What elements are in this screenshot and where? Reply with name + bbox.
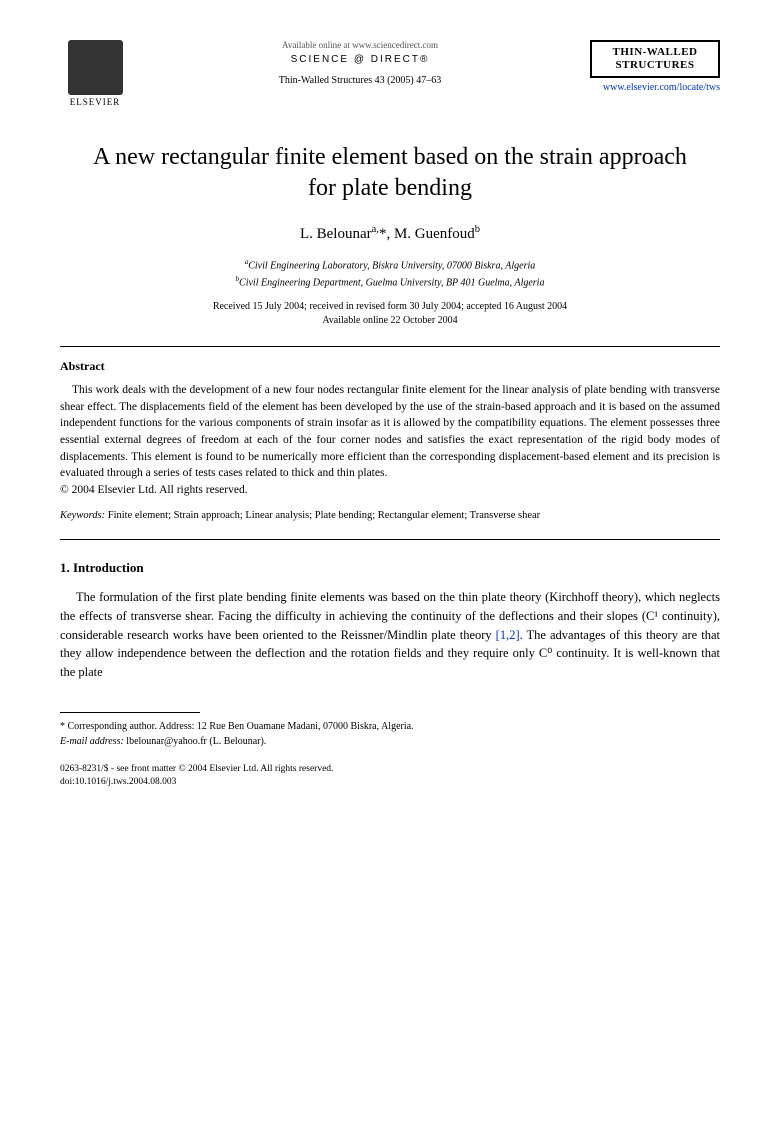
footer-info: 0263-8231/$ - see front matter © 2004 El… [60,763,720,790]
journal-box-container: THIN-WALLED STRUCTURES www.elsevier.com/… [590,40,720,93]
corr-line1: * Corresponding author. Address: 12 Rue … [60,719,720,734]
keywords-line: Keywords: Finite element; Strain approac… [60,510,720,521]
journal-title: THIN-WALLED STRUCTURES [594,46,716,72]
journal-reference: Thin-Walled Structures 43 (2005) 47–63 [150,75,570,86]
article-dates: Received 15 July 2004; received in revis… [60,300,720,328]
journal-url[interactable]: www.elsevier.com/locate/tws [590,82,720,93]
corr-email: lbelounar@yahoo.fr (L. Belounar). [124,736,267,747]
aff-a-text: Civil Engineering Laboratory, Biskra Uni… [248,261,535,272]
doi-line: doi:10.1016/j.tws.2004.08.003 [60,776,720,789]
corr-address: Corresponding author. Address: 12 Rue Be… [68,721,414,732]
footnote-divider [60,712,200,713]
abstract-copyright: © 2004 Elsevier Ltd. All rights reserved… [60,484,720,496]
author-1-sup: a, [372,224,379,235]
author-1: L. Belounar [300,226,372,242]
publisher-logo: ELSEVIER [60,40,130,107]
authors-line: L. Belounara,*, M. Guenfoudb [60,224,720,243]
center-header: Available online at www.sciencedirect.co… [130,40,590,86]
affiliations: aCivil Engineering Laboratory, Biskra Un… [60,257,720,290]
available-online-text: Available online at www.sciencedirect.co… [150,40,570,50]
affiliation-b: bCivil Engineering Department, Guelma Un… [60,274,720,290]
author-2-sup: b [475,224,480,235]
journal-title-box: THIN-WALLED STRUCTURES [590,40,720,78]
email-label: E-mail address: [60,736,124,747]
keywords-text: Finite element; Strain approach; Linear … [105,510,540,521]
dates-line2: Available online 22 October 2004 [60,314,720,328]
abstract-text: This work deals with the development of … [60,382,720,482]
keywords-label: Keywords: [60,510,105,521]
divider-mid [60,539,720,540]
corr-line2: E-mail address: lbelounar@yahoo.fr (L. B… [60,734,720,749]
reference-link[interactable]: [1,2] [496,628,520,642]
introduction-heading: 1. Introduction [60,560,720,576]
publisher-name: ELSEVIER [70,97,121,107]
divider-top [60,346,720,347]
header-row: ELSEVIER Available online at www.science… [60,40,720,107]
aff-b-text: Civil Engineering Department, Guelma Uni… [239,277,544,288]
dates-line1: Received 15 July 2004; received in revis… [60,300,720,314]
introduction-text: The formulation of the first plate bendi… [60,588,720,682]
corresponding-author: * Corresponding author. Address: 12 Rue … [60,719,720,749]
author-2: , M. Guenfoud [386,226,474,242]
abstract-heading: Abstract [60,359,720,374]
corr-marker: * [60,721,68,732]
issn-line: 0263-8231/$ - see front matter © 2004 El… [60,763,720,776]
article-title: A new rectangular finite element based o… [90,142,690,204]
sciencedirect-logo: SCIENCE @ DIRECT® [150,54,570,65]
affiliation-a: aCivil Engineering Laboratory, Biskra Un… [60,257,720,273]
elsevier-tree-icon [68,40,123,95]
